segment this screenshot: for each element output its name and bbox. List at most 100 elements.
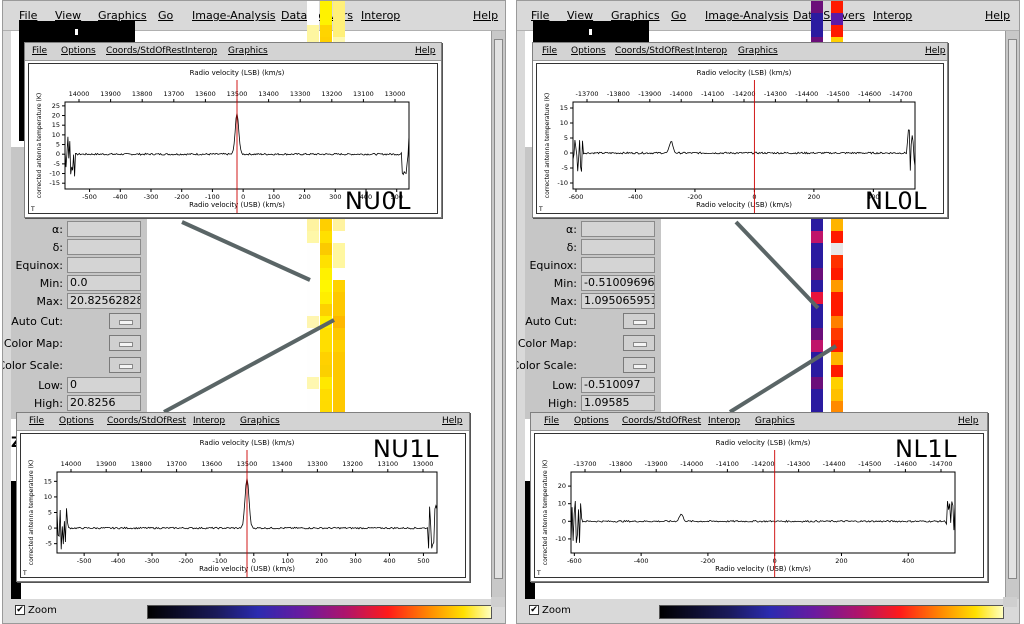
spectrum-plot-area[interactable]: Radio velocity (LSB) (km/s) Radio velocit… <box>536 63 944 214</box>
spec-menu-help[interactable]: Help <box>415 46 436 56</box>
min-field[interactable]: 0.0 <box>67 275 141 291</box>
colorscale-menu-button[interactable] <box>623 357 655 373</box>
spec-menu-coords[interactable]: Coords/StdOfRest <box>615 46 695 56</box>
colormap-menu-button[interactable] <box>623 335 655 351</box>
spec-menu-help[interactable]: Help <box>958 416 979 426</box>
spectrum-window-nu0l[interactable]: File Options Coords/StdOfRest Interop Gr… <box>24 42 442 218</box>
strip-pixel <box>831 328 843 341</box>
bottom-tick-label: 400 <box>902 557 914 565</box>
spec-menu-coords[interactable]: Coords/StdOfRest <box>106 46 186 56</box>
colorscale-menu-button[interactable] <box>109 357 141 373</box>
menu-image-analysis[interactable]: Image-Analysis <box>192 9 276 22</box>
colorscale-row: Color Scale: <box>517 357 661 375</box>
spec-menu-options[interactable]: Options <box>59 416 94 426</box>
right-vertical-scrollbar[interactable] <box>1005 31 1019 599</box>
strip-pixel <box>320 376 332 390</box>
autocut-menu-button[interactable] <box>623 313 655 329</box>
spectrum-plot-area[interactable]: Radio velocity (LSB) (km/s) Radio velocit… <box>20 433 466 578</box>
left-vertical-scrollbar[interactable] <box>491 31 505 599</box>
strip-pixel <box>320 231 332 244</box>
menu-file[interactable]: File <box>531 9 550 22</box>
menu-help[interactable]: Help <box>473 9 499 22</box>
alpha-field[interactable] <box>581 221 655 237</box>
left-zoom-toggle[interactable]: ✔ Zoom <box>15 605 57 616</box>
menu-file[interactable]: File <box>19 9 38 22</box>
spec-menu-options[interactable]: Options <box>571 46 606 56</box>
spec-menu-file[interactable]: File <box>32 46 48 56</box>
equinox-field[interactable] <box>67 257 141 273</box>
left-scroll-arrow[interactable] <box>491 597 505 607</box>
spec-menu-interop[interactable]: Interop <box>708 416 741 426</box>
delta-row: δ: <box>11 239 147 257</box>
menu-interop[interactable]: Interop <box>873 9 913 22</box>
alpha-field[interactable] <box>67 221 141 237</box>
strip-pixel <box>333 1 345 14</box>
spectrum-window-nl0l[interactable]: File Options Coords/StdOfRest Interop Gr… <box>532 42 948 218</box>
scroll-thumb[interactable] <box>494 39 503 579</box>
spectrum-window-nu1l[interactable]: File Options Coords/StdOfRest Interop Gr… <box>16 412 470 582</box>
spec-menu-interop[interactable]: Interop <box>185 46 218 56</box>
spec-menu-interop[interactable]: Interop <box>193 416 226 426</box>
spectrum-plot-area[interactable]: Radio velocity (LSB) (km/s) Radio velocit… <box>534 433 984 578</box>
spectrum-plot-area[interactable]: Radio velocity (LSB) (km/s) Radio velocit… <box>28 63 438 214</box>
menu-interop[interactable]: Interop <box>361 9 401 22</box>
min-field[interactable]: -0.5100969672 <box>581 275 655 291</box>
y-tick-label: 15 <box>44 477 52 485</box>
spec-menu-options[interactable]: Options <box>61 46 96 56</box>
spec-menu-graphics[interactable]: Graphics <box>755 416 795 426</box>
scroll-thumb[interactable] <box>1008 39 1017 579</box>
max-field[interactable]: 1.0950659513 <box>581 293 655 309</box>
spec-menu-options[interactable]: Options <box>574 416 609 426</box>
top-tick-label: 13200 <box>321 90 342 98</box>
spec-menu-coords[interactable]: Coords/StdOfRest <box>622 416 702 426</box>
high-field[interactable]: 20.8256 <box>67 395 141 411</box>
bottom-tick-label: -400 <box>628 193 643 201</box>
menu-go[interactable]: Go <box>158 9 174 22</box>
spec-menu-graphics[interactable]: Graphics <box>240 416 280 426</box>
menu-image-analysis[interactable]: Image-Analysis <box>705 9 789 22</box>
equinox-field[interactable] <box>581 257 655 273</box>
panner-marker <box>75 29 78 35</box>
right-scroll-arrow[interactable] <box>1003 597 1017 607</box>
delta-field[interactable] <box>67 239 141 255</box>
right-zoom-toggle[interactable]: ✔ Zoom <box>529 605 571 616</box>
top-tick-label: -14300 <box>787 460 810 468</box>
strip-pixel <box>831 303 843 317</box>
menu-graphics[interactable]: Graphics <box>98 9 147 22</box>
top-tick-label: -14500 <box>858 460 881 468</box>
strip-pixel <box>333 340 345 353</box>
min-label: Min: <box>39 277 63 290</box>
menu-graphics[interactable]: Graphics <box>611 9 660 22</box>
bottom-tick-label: -200 <box>688 193 703 201</box>
spec-menu-help[interactable]: Help <box>925 46 946 56</box>
spec-menu-help[interactable]: Help <box>442 416 463 426</box>
zoom-checkbox[interactable]: ✔ <box>529 605 539 615</box>
strip-pixel <box>320 255 332 269</box>
colorscale-label: Color Scale: <box>516 359 577 372</box>
high-field[interactable]: 1.09585 <box>581 395 655 411</box>
max-field[interactable]: 20.8256282806 <box>67 293 141 309</box>
spectrum-window-nl1l[interactable]: File Options Coords/StdOfRest Interop Gr… <box>530 412 988 582</box>
strip-pixel <box>320 267 332 281</box>
autocut-menu-button[interactable] <box>109 313 141 329</box>
spec-menu-file[interactable]: File <box>544 416 560 426</box>
colormap-menu-button[interactable] <box>109 335 141 351</box>
strip-pixel <box>831 1 843 14</box>
menu-view[interactable]: View <box>55 9 82 22</box>
spec-menu-file[interactable]: File <box>29 416 45 426</box>
spec-menu-graphics[interactable]: Graphics <box>228 46 268 56</box>
menu-go[interactable]: Go <box>671 9 687 22</box>
low-field[interactable]: 0 <box>67 377 141 393</box>
low-field[interactable]: -0.510097 <box>581 377 655 393</box>
menu-view[interactable]: View <box>567 9 594 22</box>
zoom-checkbox[interactable]: ✔ <box>15 605 25 615</box>
spectrum-id-label: NL1L <box>895 435 957 463</box>
spec-menu-file[interactable]: File <box>542 46 558 56</box>
spectrum-menubar: File Options Coords/StdOfRest Interop Gr… <box>533 43 947 61</box>
delta-field[interactable] <box>581 239 655 255</box>
spec-menu-coords[interactable]: Coords/StdOfRest <box>107 416 187 426</box>
spec-menu-interop[interactable]: Interop <box>695 46 728 56</box>
top-tick-label: -13700 <box>575 90 598 98</box>
menu-help[interactable]: Help <box>985 9 1011 22</box>
spec-menu-graphics[interactable]: Graphics <box>738 46 778 56</box>
